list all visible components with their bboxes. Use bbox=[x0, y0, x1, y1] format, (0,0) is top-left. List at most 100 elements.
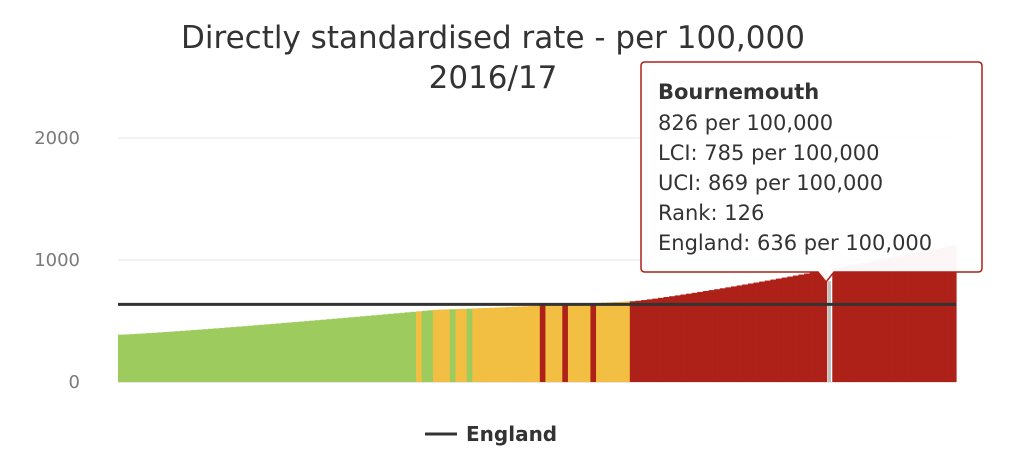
bar-highlighted[interactable] bbox=[827, 281, 831, 382]
bar[interactable] bbox=[230, 327, 237, 382]
bar[interactable] bbox=[511, 306, 518, 382]
bar[interactable] bbox=[399, 312, 406, 382]
bar[interactable] bbox=[382, 314, 389, 382]
bar[interactable] bbox=[134, 333, 142, 382]
bar[interactable] bbox=[545, 305, 552, 382]
bar[interactable] bbox=[669, 296, 676, 382]
bar[interactable] bbox=[146, 333, 153, 382]
bar[interactable] bbox=[506, 307, 513, 382]
bar[interactable] bbox=[213, 328, 220, 382]
bar[interactable] bbox=[809, 272, 816, 382]
bar[interactable] bbox=[337, 318, 344, 382]
bar[interactable] bbox=[911, 253, 918, 382]
bar[interactable] bbox=[258, 324, 265, 382]
bar[interactable] bbox=[404, 312, 412, 382]
bar[interactable] bbox=[635, 300, 642, 382]
legend[interactable]: England bbox=[425, 422, 557, 446]
bar[interactable] bbox=[354, 316, 361, 382]
bar[interactable] bbox=[264, 324, 271, 382]
bar[interactable] bbox=[905, 254, 912, 382]
bar[interactable] bbox=[939, 247, 946, 382]
bar[interactable] bbox=[792, 275, 800, 382]
bar[interactable] bbox=[489, 307, 496, 382]
bar[interactable] bbox=[281, 322, 288, 382]
bar[interactable] bbox=[455, 309, 462, 382]
bar[interactable] bbox=[202, 329, 209, 382]
bar[interactable] bbox=[359, 316, 367, 382]
bar[interactable] bbox=[871, 260, 878, 382]
bar[interactable] bbox=[416, 311, 423, 382]
bar[interactable] bbox=[674, 295, 682, 382]
bar[interactable] bbox=[387, 313, 395, 382]
bar[interactable] bbox=[567, 304, 575, 382]
bar[interactable] bbox=[680, 294, 687, 382]
bar[interactable] bbox=[427, 310, 434, 382]
bar[interactable] bbox=[899, 255, 906, 382]
bar[interactable] bbox=[461, 308, 468, 382]
bar[interactable] bbox=[866, 261, 873, 382]
bar[interactable] bbox=[269, 323, 277, 382]
bar[interactable] bbox=[742, 284, 749, 382]
bar[interactable] bbox=[477, 308, 485, 382]
bar[interactable] bbox=[326, 319, 333, 382]
bar[interactable] bbox=[624, 301, 631, 382]
bar[interactable] bbox=[618, 301, 625, 382]
bar[interactable] bbox=[275, 323, 282, 382]
bar[interactable] bbox=[224, 327, 232, 382]
bar[interactable] bbox=[371, 315, 378, 382]
bar[interactable] bbox=[579, 303, 586, 382]
bar[interactable] bbox=[832, 268, 839, 382]
bar[interactable] bbox=[573, 303, 580, 382]
bar[interactable] bbox=[421, 310, 428, 382]
bar[interactable] bbox=[770, 279, 777, 382]
bar[interactable] bbox=[747, 283, 755, 382]
bar[interactable] bbox=[590, 303, 597, 382]
bar[interactable] bbox=[596, 302, 603, 382]
bar[interactable] bbox=[534, 305, 541, 382]
bar[interactable] bbox=[933, 248, 940, 382]
bar[interactable] bbox=[303, 321, 310, 382]
bar[interactable] bbox=[241, 326, 248, 382]
bar[interactable] bbox=[854, 264, 861, 382]
bar[interactable] bbox=[877, 259, 884, 382]
bar[interactable] bbox=[129, 334, 136, 382]
bar[interactable] bbox=[815, 271, 822, 382]
bar[interactable] bbox=[584, 303, 592, 382]
bar[interactable] bbox=[776, 278, 783, 382]
bar[interactable] bbox=[191, 330, 198, 382]
bar[interactable] bbox=[551, 305, 558, 382]
bar[interactable] bbox=[781, 277, 788, 382]
bar[interactable] bbox=[882, 258, 890, 382]
bar[interactable] bbox=[612, 302, 620, 382]
bar[interactable] bbox=[331, 318, 338, 382]
bar[interactable] bbox=[432, 309, 440, 382]
bar[interactable] bbox=[753, 282, 760, 382]
bar[interactable] bbox=[849, 265, 856, 382]
bar[interactable] bbox=[539, 305, 547, 382]
bar[interactable] bbox=[500, 307, 507, 382]
bar[interactable] bbox=[601, 302, 608, 382]
bar[interactable] bbox=[950, 245, 957, 382]
bar[interactable] bbox=[922, 250, 929, 382]
bar[interactable] bbox=[843, 266, 850, 382]
bar[interactable] bbox=[157, 332, 164, 382]
bar[interactable] bbox=[894, 256, 901, 382]
bar[interactable] bbox=[607, 302, 614, 382]
bar[interactable] bbox=[410, 311, 417, 382]
bar[interactable] bbox=[438, 309, 445, 382]
bar[interactable] bbox=[207, 328, 215, 382]
bar[interactable] bbox=[652, 298, 659, 382]
bar[interactable] bbox=[562, 304, 569, 382]
bar[interactable] bbox=[444, 309, 451, 382]
bar[interactable] bbox=[393, 313, 400, 382]
bar[interactable] bbox=[292, 322, 299, 382]
bar[interactable] bbox=[168, 331, 175, 382]
bar[interactable] bbox=[556, 304, 563, 382]
bar[interactable] bbox=[219, 327, 226, 382]
bar[interactable] bbox=[247, 325, 254, 382]
bar[interactable] bbox=[798, 274, 805, 382]
bar[interactable] bbox=[691, 292, 698, 382]
bar[interactable] bbox=[314, 320, 322, 382]
bar[interactable] bbox=[466, 308, 473, 382]
bar[interactable] bbox=[663, 297, 670, 382]
